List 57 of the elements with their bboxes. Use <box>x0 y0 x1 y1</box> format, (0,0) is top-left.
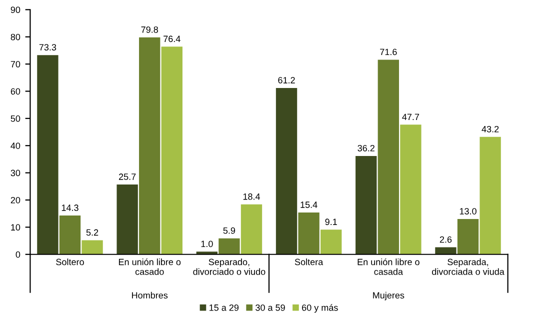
data-label: 18.4 <box>243 193 260 200</box>
data-label: 36.2 <box>358 144 374 152</box>
y-tick-label: 70 <box>10 61 20 68</box>
bar <box>320 230 342 254</box>
y-tick-label: 80 <box>10 34 20 40</box>
data-label: 61.2 <box>278 77 295 84</box>
data-label: 5.9 <box>223 227 236 234</box>
data-label: 73.3 <box>39 44 56 51</box>
y-tick-label: 40 <box>10 142 20 149</box>
data-label: 15.4 <box>300 202 318 208</box>
y-tick-label: 90 <box>10 6 20 14</box>
bar <box>356 156 377 254</box>
data-label: 14.3 <box>62 204 78 211</box>
bar <box>276 88 298 254</box>
legend-label: 60 y más <box>302 304 338 313</box>
data-label: 47.7 <box>402 114 420 120</box>
data-label: 25.7 <box>118 174 136 180</box>
x-tick-label: En unión libre o casada <box>358 258 420 275</box>
x-tick-label: Soltera <box>294 258 324 266</box>
data-label: 43.2 <box>482 126 499 132</box>
y-tick-label: 30 <box>10 170 20 176</box>
bar <box>298 212 320 254</box>
bar <box>196 252 218 254</box>
x-tick-label: Separada, divorciada o viuda <box>432 258 504 275</box>
data-label: 71.6 <box>380 48 397 56</box>
bar <box>480 136 501 254</box>
bar <box>218 238 240 254</box>
bar <box>378 60 400 254</box>
data-label: 76.4 <box>164 36 180 42</box>
bar <box>59 215 81 254</box>
data-label: 9.1 <box>325 218 337 226</box>
bar <box>400 124 422 254</box>
y-tick-label: 60 <box>10 88 20 95</box>
bar <box>82 240 103 254</box>
bar <box>240 204 262 254</box>
y-tick-label: 0 <box>16 251 20 258</box>
text: Hombres <box>132 292 168 299</box>
x-tick-label: En unión libre o casado <box>118 258 181 275</box>
legend-label: 15 a 29 <box>210 304 239 311</box>
data-label: 1.0 <box>201 240 213 248</box>
bar <box>37 55 58 254</box>
data-label: 5.2 <box>86 229 98 236</box>
data-label: 2.6 <box>440 236 452 243</box>
text: Mujeres <box>373 292 404 300</box>
data-label: 13.0 <box>460 208 476 214</box>
bar <box>457 219 479 254</box>
y-tick-label: 20 <box>10 196 20 204</box>
bar <box>139 37 160 254</box>
x-tick-label: Separado, divorciado o viudo <box>193 258 266 275</box>
data-label: 79.8 <box>141 26 158 33</box>
bar <box>161 46 182 254</box>
legend-label: 30 a 59 <box>256 304 285 311</box>
bar <box>435 247 456 254</box>
y-tick-label: 10 <box>11 224 20 231</box>
y-tick-label: 50 <box>10 115 20 122</box>
bar <box>116 184 138 254</box>
x-tick-label: Soltero <box>56 258 84 266</box>
